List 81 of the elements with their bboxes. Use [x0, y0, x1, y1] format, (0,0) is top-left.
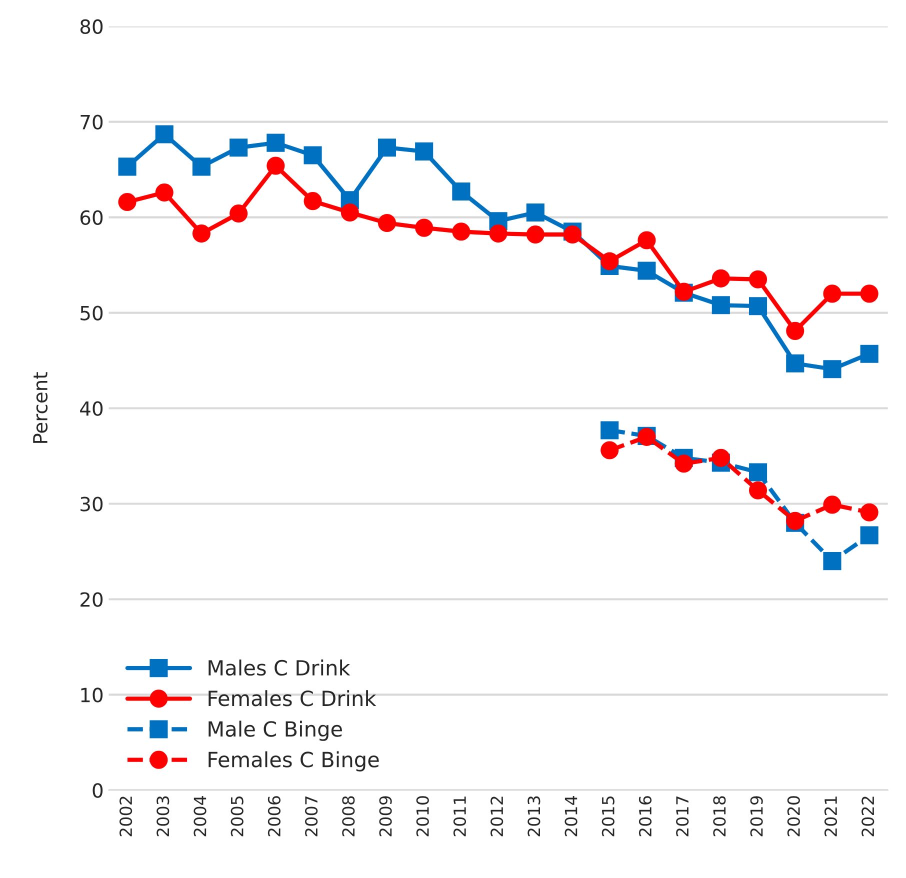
- x-tick-label: 2012: [490, 796, 504, 836]
- point: [748, 270, 768, 288]
- x-tick-label: 2013: [528, 796, 540, 836]
- point: [823, 284, 842, 303]
- point: [748, 297, 768, 316]
- point: [860, 284, 878, 303]
- point: [155, 125, 174, 144]
- x-tick-label: 2022: [862, 796, 874, 836]
- x-tick-label: 2021: [824, 796, 838, 836]
- point: [192, 224, 211, 243]
- point: [860, 503, 878, 522]
- x-tick-label: 2019: [750, 796, 763, 836]
- y-tick-label: 30: [80, 496, 103, 512]
- x-tick-label: 2011: [453, 796, 466, 836]
- point: [786, 354, 804, 372]
- point: [415, 142, 434, 160]
- point: [823, 496, 842, 514]
- legend-label: Females C Drink: [208, 690, 376, 706]
- point: [415, 218, 434, 237]
- x-tick-label: 2007: [305, 796, 318, 836]
- x-tick-label: 2017: [676, 796, 689, 836]
- y-tick-label: 60: [80, 210, 103, 225]
- point: [638, 231, 656, 250]
- point: [230, 138, 248, 157]
- point: [823, 360, 842, 378]
- y-tick-label: 70: [80, 114, 103, 130]
- point: [340, 204, 359, 222]
- point: [600, 441, 619, 460]
- x-tick-label: 2018: [713, 796, 726, 836]
- x-tick-label: 2005: [230, 796, 244, 836]
- legend-label: Male C Binge: [208, 720, 342, 741]
- point: [748, 481, 768, 500]
- point: [155, 183, 174, 202]
- x-tick-label: 2009: [379, 796, 392, 836]
- y-tick-label: 40: [80, 401, 103, 416]
- legend-label: Males C Drink: [208, 660, 350, 676]
- point: [266, 156, 285, 175]
- point: [304, 146, 322, 164]
- x-tick-label: 2014: [564, 796, 578, 836]
- point: [748, 463, 768, 482]
- y-tick-label: 50: [80, 306, 103, 320]
- x-tick-label: 2006: [268, 796, 281, 836]
- point: [489, 224, 508, 243]
- point: [118, 193, 136, 212]
- y-tick-label: 20: [80, 592, 103, 607]
- x-tick-label: 2010: [416, 796, 429, 836]
- point: [378, 214, 396, 232]
- point: [118, 158, 136, 176]
- point: [823, 552, 842, 570]
- point: [786, 322, 804, 340]
- point: [860, 526, 878, 544]
- legend-label: Females C Binge: [208, 751, 379, 772]
- point: [452, 182, 470, 201]
- point: [230, 204, 248, 223]
- point: [526, 204, 544, 222]
- point: [860, 344, 878, 363]
- x-tick-label: 2008: [342, 796, 355, 836]
- point: [600, 421, 619, 440]
- point: [563, 225, 582, 244]
- point: [712, 269, 730, 288]
- point: [600, 252, 619, 270]
- y-tick-label: 10: [81, 688, 103, 702]
- y-tick-label: 80: [80, 19, 103, 34]
- point: [266, 134, 285, 152]
- point: [192, 158, 211, 176]
- y-tick-label: 0: [92, 783, 103, 798]
- x-tick-label: 2004: [194, 796, 206, 836]
- x-tick-label: 2020: [787, 796, 800, 836]
- point: [452, 222, 470, 241]
- x-tick-label: 2003: [156, 796, 170, 836]
- point: [378, 138, 396, 157]
- point: [638, 262, 656, 280]
- point: [674, 454, 693, 473]
- point: [526, 225, 544, 244]
- point: [712, 448, 730, 467]
- point: [304, 192, 322, 210]
- x-tick-label: 2016: [638, 796, 652, 836]
- point: [712, 296, 730, 314]
- x-tick-label: 2002: [120, 796, 132, 836]
- y-axis-title: Percent: [33, 372, 48, 443]
- x-tick-label: 2015: [602, 796, 614, 836]
